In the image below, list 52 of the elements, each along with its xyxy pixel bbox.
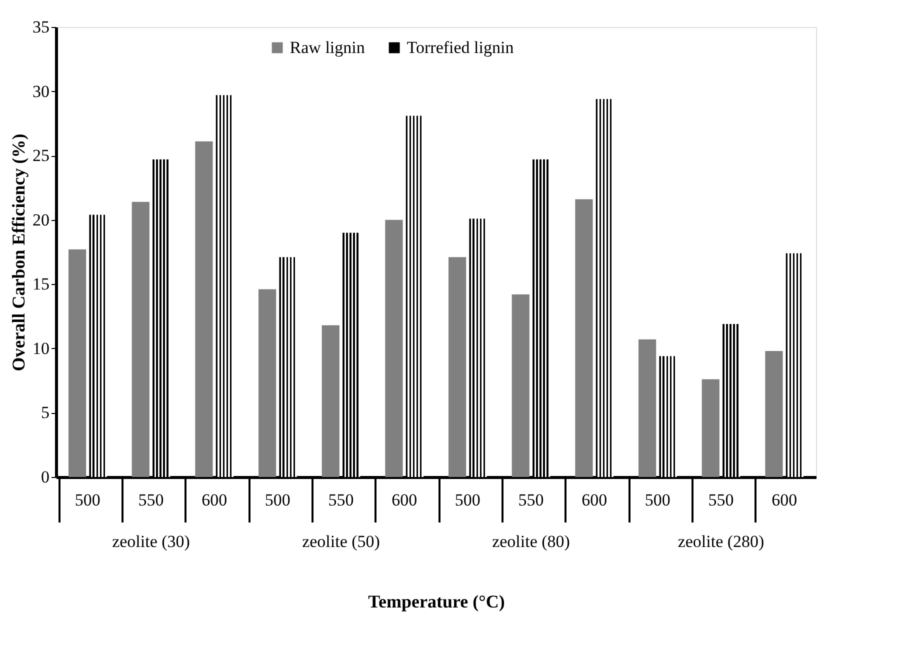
x-tick-label: 600 xyxy=(772,490,798,510)
bar xyxy=(512,294,530,477)
bar xyxy=(89,214,107,477)
bar xyxy=(596,99,614,477)
bar xyxy=(322,325,340,477)
x-tick-label: 550 xyxy=(138,490,164,510)
legend-label: Torrefied lignin xyxy=(406,38,514,57)
y-axis-title: Overall Carbon Efficiency (%) xyxy=(8,134,28,372)
bar xyxy=(532,159,550,477)
text: zeolite (80) xyxy=(492,532,570,551)
text: zeolite (50) xyxy=(302,532,380,551)
bar xyxy=(702,379,720,477)
y-tick-label: 30 xyxy=(32,82,50,101)
y-tick-label: 5 xyxy=(41,403,50,422)
bar xyxy=(216,95,234,477)
y-tick-label: 10 xyxy=(32,338,50,358)
x-tick-label: 500 xyxy=(454,490,480,510)
x-tick-label: 600 xyxy=(582,490,608,510)
text: zeolite (30) xyxy=(112,532,190,551)
bar xyxy=(659,356,677,477)
text: zeolite (280) xyxy=(678,532,764,551)
bar xyxy=(258,289,276,477)
x-tick-label: 600 xyxy=(202,490,228,510)
bar xyxy=(722,324,740,477)
bar xyxy=(195,141,213,477)
y-tick-label: 0 xyxy=(41,468,50,486)
bar xyxy=(68,249,86,477)
bar xyxy=(279,257,297,477)
x-tick-label: 550 xyxy=(518,490,544,510)
bar xyxy=(786,253,804,477)
x-tick-label: 550 xyxy=(328,490,354,510)
x-axis-title: Temperature (°C) xyxy=(368,592,505,612)
bar xyxy=(638,339,656,477)
y-tick-label: 15 xyxy=(32,274,50,294)
y-tick-label: 35 xyxy=(32,18,50,36)
bar xyxy=(448,257,466,477)
x-tick-label: 600 xyxy=(392,490,418,510)
bar xyxy=(575,199,593,477)
x-tick-label: 550 xyxy=(708,490,734,510)
bar xyxy=(342,232,360,477)
bar xyxy=(469,218,487,477)
x-tick-label: 500 xyxy=(644,490,670,510)
bar xyxy=(385,220,403,477)
legend-label: Raw lignin xyxy=(290,38,366,57)
y-tick-label: 25 xyxy=(32,146,50,166)
x-tick-label: 500 xyxy=(264,490,290,510)
bar xyxy=(406,116,424,477)
x-tick-label: 500 xyxy=(74,490,100,510)
bar xyxy=(132,202,150,477)
y-tick-label: 20 xyxy=(32,210,50,230)
bar xyxy=(765,351,783,477)
bar xyxy=(152,159,170,477)
